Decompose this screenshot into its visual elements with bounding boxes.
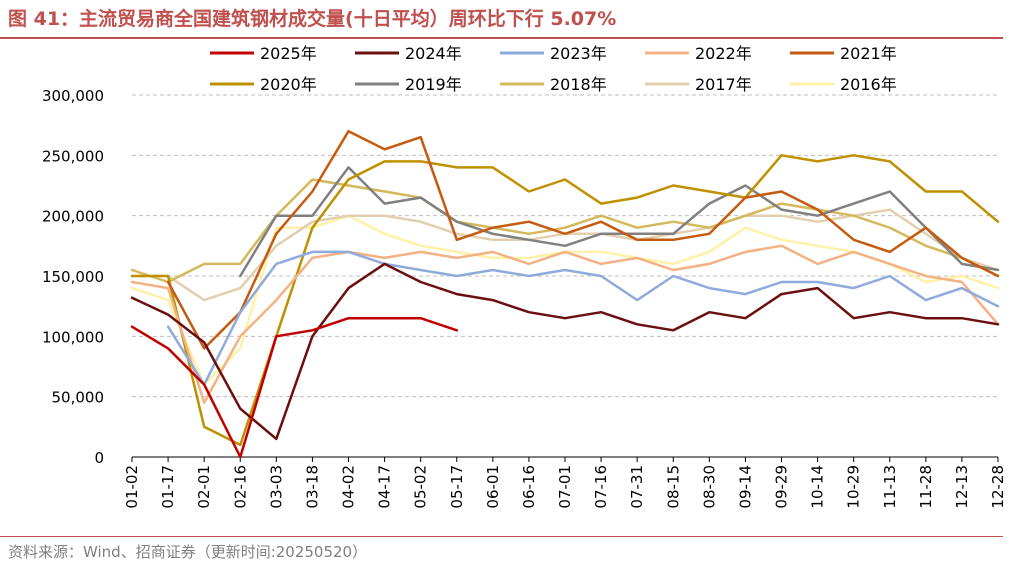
x-tick-label: 04-17 [376, 465, 394, 509]
y-axis-labels: 0 50,000 100,000 150,000 200,000 250,000 300,0… [42, 87, 104, 467]
y-tick-label: 50,000 [52, 389, 105, 407]
source-rule [0, 536, 1003, 537]
x-tick-label: 12-28 [989, 465, 1003, 509]
series-line [130, 316, 459, 459]
legend-label: 2017年 [695, 75, 752, 94]
y-tick-label: 250,000 [42, 147, 104, 165]
x-tick-label: 01-17 [159, 465, 177, 509]
source-note: 资料来源：Wind、招商证券（更新时间:20250520） [8, 543, 368, 561]
x-tick-label: 10-29 [845, 465, 863, 509]
y-tick-label: 150,000 [42, 268, 104, 286]
series-line [130, 262, 1000, 441]
x-tick-label: 05-02 [412, 465, 430, 509]
series-line [166, 250, 1000, 386]
x-tick-label: 11-28 [917, 465, 935, 509]
x-tick-label: 05-17 [448, 465, 466, 509]
title-rule [0, 37, 1003, 39]
x-tick-label: 06-01 [484, 465, 502, 509]
x-tick-label: 04-02 [340, 465, 358, 509]
x-tick-label: 03-18 [303, 465, 321, 509]
line-chart: 0 50,000 100,000 150,000 200,000 250,000 300,0… [42, 44, 1003, 509]
legend-label: 2018年 [550, 75, 607, 94]
legend-label: 2023年 [550, 44, 607, 63]
x-tick-label: 08-15 [664, 465, 682, 509]
y-tick-label: 200,000 [42, 208, 104, 226]
x-axis [131, 456, 999, 462]
legend-label: 2024年 [405, 44, 462, 63]
series-line [166, 129, 1000, 350]
legend: 2025年 2024年 2023年 2022年 2021年 2020年 2019年 2018年… [210, 44, 897, 94]
series-line [130, 244, 1000, 404]
x-tick-label: 12-13 [953, 465, 971, 509]
y-tick-label: 0 [94, 449, 104, 467]
x-tick-label: 01-02 [123, 465, 141, 509]
series-line [239, 166, 1000, 278]
legend-label: 2019年 [405, 75, 462, 94]
x-tick-label: 03-03 [267, 465, 285, 509]
x-tick-label: 11-13 [881, 465, 899, 509]
x-tick-label: 07-01 [556, 465, 574, 509]
y-tick-label: 100,000 [42, 328, 104, 346]
series-line [130, 208, 1000, 302]
x-tick-label: 07-31 [628, 465, 646, 509]
x-tick-label: 08-30 [700, 465, 718, 509]
series-lines [130, 129, 1000, 459]
x-tick-label: 10-14 [809, 465, 827, 509]
x-tick-label: 09-29 [773, 465, 791, 509]
legend-label: 2020年 [260, 75, 317, 94]
y-tick-label: 300,000 [42, 87, 104, 105]
legend-label: 2021年 [840, 44, 897, 63]
x-tick-label: 07-16 [592, 465, 610, 509]
legend-label: 2016年 [840, 75, 897, 94]
legend-label: 2025年 [260, 44, 317, 63]
x-axis-labels: 01-02 01-17 02-01 02-16 03-03 03-18 04-02 04-17… [123, 465, 1003, 509]
figure-title: 图 41：主流贸易商全国建筑钢材成交量(十日平均）周环比下行 5.07% [8, 8, 617, 30]
x-tick-label: 06-16 [520, 465, 538, 509]
x-tick-label: 02-01 [195, 465, 213, 509]
x-tick-label: 02-16 [231, 465, 249, 509]
x-tick-label: 09-14 [736, 465, 754, 509]
legend-label: 2022年 [695, 44, 752, 63]
